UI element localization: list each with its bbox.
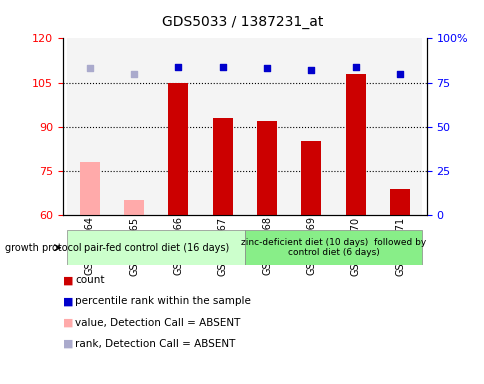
Point [130,71,137,77]
Bar [333,38,377,215]
Bar [257,121,276,215]
Bar [244,38,288,215]
Point [395,71,403,77]
Text: GDS5033 / 1387231_at: GDS5033 / 1387231_at [162,15,322,29]
Text: ■: ■ [63,296,74,306]
Bar [79,162,99,215]
Text: rank, Detection Call = ABSENT: rank, Detection Call = ABSENT [75,339,235,349]
Text: ■: ■ [63,318,74,328]
Bar [200,38,244,215]
Text: zinc-deficient diet (10 days)  followed by
control diet (6 days): zinc-deficient diet (10 days) followed b… [241,238,425,257]
Point [307,67,315,73]
Bar [377,38,422,215]
Point [86,65,93,71]
Text: percentile rank within the sample: percentile rank within the sample [75,296,251,306]
Bar [345,74,365,215]
Bar [288,38,333,215]
Bar [67,230,244,265]
Point [174,64,182,70]
Text: count: count [75,275,105,285]
Bar [67,38,112,215]
Bar [112,38,156,215]
Bar [124,200,144,215]
Point [351,64,359,70]
Bar [390,189,409,215]
Text: ■: ■ [63,275,74,285]
Point [263,65,271,71]
Text: value, Detection Call = ABSENT: value, Detection Call = ABSENT [75,318,240,328]
Bar [156,38,200,215]
Text: growth protocol: growth protocol [5,243,81,253]
Bar [301,141,321,215]
Bar [244,230,422,265]
Point [218,64,226,70]
Bar [168,83,188,215]
Bar [212,118,232,215]
Text: ■: ■ [63,339,74,349]
Text: pair-fed control diet (16 days): pair-fed control diet (16 days) [83,243,228,253]
